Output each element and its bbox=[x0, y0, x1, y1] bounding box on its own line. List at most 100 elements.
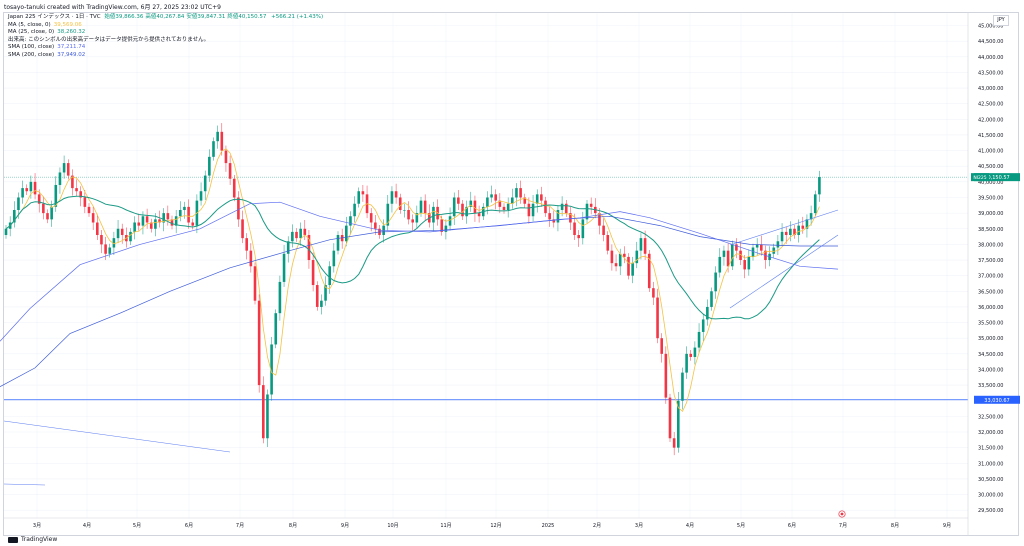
y-tick-label: 43,500.00 bbox=[978, 70, 1003, 76]
candle-body bbox=[714, 272, 717, 292]
candle-body bbox=[282, 253, 286, 282]
candle-body bbox=[87, 206, 91, 214]
candle-body bbox=[693, 347, 697, 357]
candle-body bbox=[502, 206, 506, 210]
candle-body bbox=[506, 203, 510, 210]
y-tick-label: 41,000.00 bbox=[978, 149, 1003, 155]
candle-body bbox=[100, 235, 103, 245]
candle-body bbox=[490, 194, 493, 198]
candle-body bbox=[249, 250, 253, 267]
candle-body bbox=[444, 225, 448, 232]
event-marker-icon bbox=[838, 510, 846, 518]
candle-body bbox=[552, 219, 556, 223]
x-tick-label: 3月 bbox=[33, 523, 41, 529]
candle-body bbox=[129, 231, 132, 242]
chart-frame[interactable] bbox=[3, 12, 1019, 536]
candle-body bbox=[120, 228, 124, 236]
indicator-row[interactable]: MA (5, close, 0) 39,569.06 bbox=[8, 22, 323, 30]
y-tick-label: 43,000.00 bbox=[978, 86, 1003, 92]
y-tick-label: 40,500.00 bbox=[978, 164, 1003, 170]
drawn-channel-upper bbox=[729, 209, 839, 246]
y-tick-label: 34,000.00 bbox=[978, 367, 1003, 373]
candle-body bbox=[133, 222, 136, 232]
candle-body bbox=[336, 235, 340, 251]
y-tick-label: 36,000.00 bbox=[978, 305, 1003, 311]
candle-body bbox=[33, 181, 37, 195]
candle-body bbox=[71, 175, 74, 189]
candle-body bbox=[411, 219, 414, 223]
indicator-row[interactable]: SMA (100, close) 37,211.74 bbox=[8, 44, 323, 52]
candle-body bbox=[303, 228, 307, 236]
candle-body bbox=[797, 225, 800, 236]
candle-body bbox=[664, 353, 668, 398]
candle-body bbox=[415, 213, 419, 223]
y-tick-label: 30,000.00 bbox=[978, 493, 1003, 499]
candle-body bbox=[191, 222, 195, 226]
candle-body bbox=[174, 216, 178, 226]
candle-body bbox=[643, 238, 647, 254]
candle-body bbox=[320, 300, 323, 307]
candle-body bbox=[83, 197, 87, 207]
candle-body bbox=[353, 203, 356, 217]
candle-body bbox=[710, 291, 713, 307]
candle-body bbox=[486, 197, 489, 207]
y-tick-label: 41,500.00 bbox=[978, 133, 1003, 139]
candle-body bbox=[361, 191, 365, 195]
candle-body bbox=[291, 231, 294, 242]
indicator-value: 38,260.32 bbox=[57, 29, 86, 36]
candle-body bbox=[627, 256, 630, 276]
x-tick-label: 6月 bbox=[788, 523, 796, 529]
brand-name: TradingView bbox=[21, 536, 58, 543]
symbol-name[interactable]: Japan 225 インデックス · 1日 · TVC bbox=[8, 14, 101, 20]
x-tick-label: 3月 bbox=[635, 523, 643, 529]
candle-body bbox=[473, 200, 477, 214]
candle-body bbox=[79, 191, 82, 198]
candle-body bbox=[465, 206, 468, 217]
x-tick-label: 7月 bbox=[236, 523, 244, 529]
candle-body bbox=[166, 213, 170, 220]
candle-body bbox=[262, 385, 265, 439]
indicator-row[interactable]: 出来高: このシンボルの出来高データはデータ提供元から提供されておりません。 bbox=[8, 37, 323, 45]
candle-body bbox=[560, 203, 564, 210]
candle-body bbox=[394, 191, 398, 198]
candle-body bbox=[58, 172, 62, 185]
indicator-value: 37,949.02 bbox=[57, 51, 86, 58]
candle-body bbox=[241, 219, 244, 239]
candle-body bbox=[62, 163, 66, 173]
y-tick-label: 40,000.00 bbox=[978, 180, 1003, 186]
candle-body bbox=[104, 244, 107, 254]
candle-body bbox=[805, 219, 809, 229]
candle-body bbox=[448, 216, 452, 226]
candle-body bbox=[610, 250, 614, 264]
candle-body bbox=[760, 244, 763, 251]
candle-body bbox=[631, 263, 634, 276]
candle-body bbox=[469, 200, 473, 207]
currency-selector[interactable]: JPY bbox=[993, 15, 1009, 26]
y-tick-label: 33,500.00 bbox=[978, 383, 1003, 389]
indicator-row[interactable]: MA (25, close, 0) 38,260.32 bbox=[8, 29, 323, 37]
y-tick-label: 31,500.00 bbox=[978, 446, 1003, 452]
x-tick-label: 7月 bbox=[839, 523, 847, 529]
candle-body bbox=[25, 188, 29, 192]
candle-body bbox=[527, 203, 531, 217]
indicator-name: MA (5, close, 0) bbox=[8, 21, 51, 28]
candle-body bbox=[544, 200, 547, 214]
candle-body bbox=[523, 197, 527, 204]
candle-body bbox=[398, 197, 402, 210]
candle-body bbox=[589, 203, 593, 207]
candle-body bbox=[793, 228, 796, 236]
candle-body bbox=[531, 203, 535, 217]
candle-body bbox=[96, 222, 99, 236]
candle-body bbox=[751, 247, 755, 257]
candle-body bbox=[299, 228, 302, 239]
candle-body bbox=[17, 197, 20, 210]
candle-body bbox=[685, 353, 688, 373]
candle-body bbox=[789, 228, 792, 236]
candle-body bbox=[295, 231, 298, 239]
candle-body bbox=[419, 200, 423, 214]
indicator-row[interactable]: SMA (200, close) 37,949.02 bbox=[8, 52, 323, 60]
y-tick-label: 32,000.00 bbox=[978, 430, 1003, 436]
last-price-tag-value: 40,150.57 bbox=[984, 175, 1009, 181]
ohlc-values: 始値39,866.36 高値40,267.84 安値39,847.31 終値40,15… bbox=[102, 14, 266, 20]
